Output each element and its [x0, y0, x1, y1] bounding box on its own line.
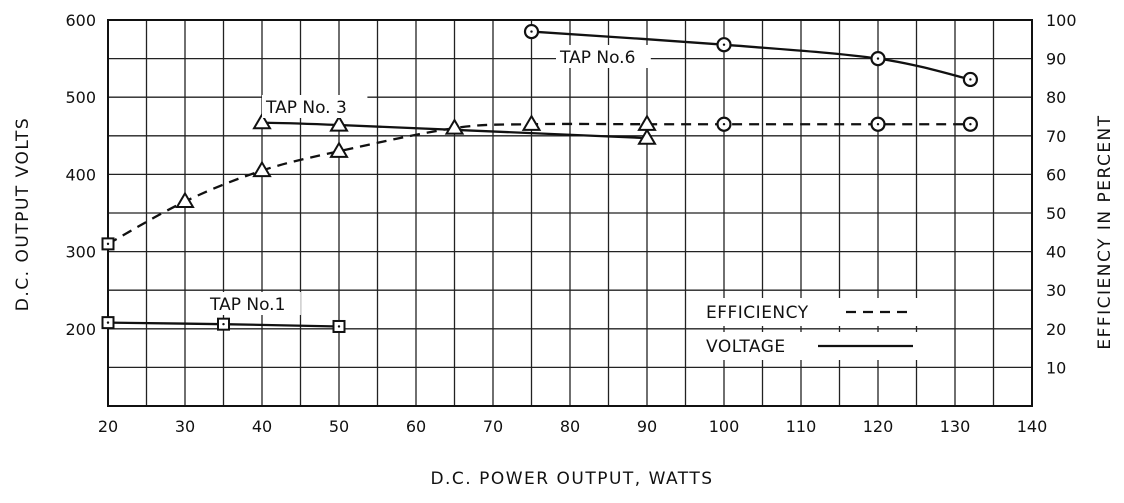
- data-point-triangle: [329, 115, 349, 132]
- x-tick-label: 140: [1017, 417, 1048, 436]
- data-point-center: [337, 325, 341, 328]
- y-tick-label: 500: [65, 88, 96, 107]
- plot-frame: [107, 19, 1033, 407]
- x-tick-label: 50: [329, 417, 349, 436]
- marker-layer: [101, 23, 979, 333]
- y-axis-label: D.C. OUTPUT VOLTS: [13, 117, 33, 311]
- x-tick-label: 100: [709, 417, 740, 436]
- grid: [107, 19, 1033, 407]
- data-point-center: [722, 43, 726, 46]
- y-right-tick-label: 10: [1046, 358, 1066, 377]
- series-label: TAP No. 3: [265, 98, 347, 118]
- y-tick-label: 400: [65, 165, 96, 184]
- series-label: TAP No.6: [559, 48, 635, 68]
- y-right-tick-label: 70: [1046, 127, 1066, 146]
- y-right-tick-label: 90: [1046, 50, 1066, 69]
- legend-entry-label: VOLTAGE: [706, 337, 786, 357]
- voltage-line-tap-no-6: [531, 30, 971, 81]
- y-right-tick-label: 50: [1046, 204, 1066, 223]
- series-layer: [107, 30, 971, 328]
- y-right-axis-label: EFFICIENCY IN PERCENT: [1095, 114, 1115, 349]
- data-point-triangle: [252, 160, 272, 178]
- series-label: TAP No.1: [209, 295, 285, 315]
- data-point-triangle: [252, 112, 272, 130]
- legend-entry-label: EFFICIENCY: [706, 303, 809, 323]
- data-point-center: [106, 242, 110, 246]
- data-point-center: [876, 123, 880, 126]
- y-right-tick-label: 20: [1046, 320, 1066, 339]
- x-tick-label: 70: [483, 417, 503, 436]
- y-right-tick-label: 80: [1046, 88, 1066, 107]
- data-point-center: [222, 322, 225, 326]
- x-tick-label: 60: [406, 417, 426, 436]
- data-point-triangle: [329, 141, 349, 158]
- series-labels: TAP No.6 TAP No. 3 TAP No.1: [206, 45, 651, 315]
- y-tick-label: 200: [65, 320, 96, 339]
- data-point-center: [722, 123, 726, 126]
- legend: EFFICIENCY VOLTAGE: [702, 298, 920, 360]
- y-right-tick-label: 60: [1046, 165, 1066, 184]
- voltage-line-tap-no-3: [261, 121, 648, 140]
- y-tick-label: 600: [65, 11, 96, 30]
- y-right-tick-label: 100: [1046, 11, 1077, 30]
- data-point-triangle: [444, 118, 465, 135]
- x-tick-label: 110: [786, 417, 817, 436]
- x-tick-label: 120: [863, 417, 894, 436]
- x-tick-label: 20: [98, 417, 118, 436]
- data-point-triangle: [175, 191, 195, 209]
- tick-labels: 20 30 40 50 60 70 80 90 100 110 120 130 140 600 500 400…: [65, 11, 1076, 436]
- x-tick-label: 30: [175, 417, 195, 436]
- x-axis-label: D.C. POWER OUTPUT, WATTS: [430, 469, 713, 489]
- data-point-center: [969, 123, 972, 126]
- series-label-background: [206, 292, 301, 315]
- series-label-background: [262, 95, 368, 118]
- y-right-tick-label: 30: [1046, 281, 1066, 300]
- x-tick-label: 90: [637, 417, 657, 436]
- efficiency-line: [107, 122, 971, 245]
- x-tick-label: 80: [560, 417, 580, 436]
- x-tick-label: 40: [252, 417, 272, 436]
- data-point-center: [876, 57, 880, 60]
- data-point-triangle: [521, 114, 542, 131]
- y-tick-label: 300: [65, 243, 96, 262]
- data-point-center: [106, 321, 110, 324]
- data-point-triangle: [637, 114, 657, 131]
- series-label-background: [556, 45, 651, 68]
- y-right-tick-label: 40: [1046, 243, 1066, 262]
- data-point-triangle: [637, 128, 657, 145]
- x-tick-label: 130: [940, 417, 971, 436]
- data-point-center: [969, 78, 972, 81]
- data-point-center: [530, 30, 533, 33]
